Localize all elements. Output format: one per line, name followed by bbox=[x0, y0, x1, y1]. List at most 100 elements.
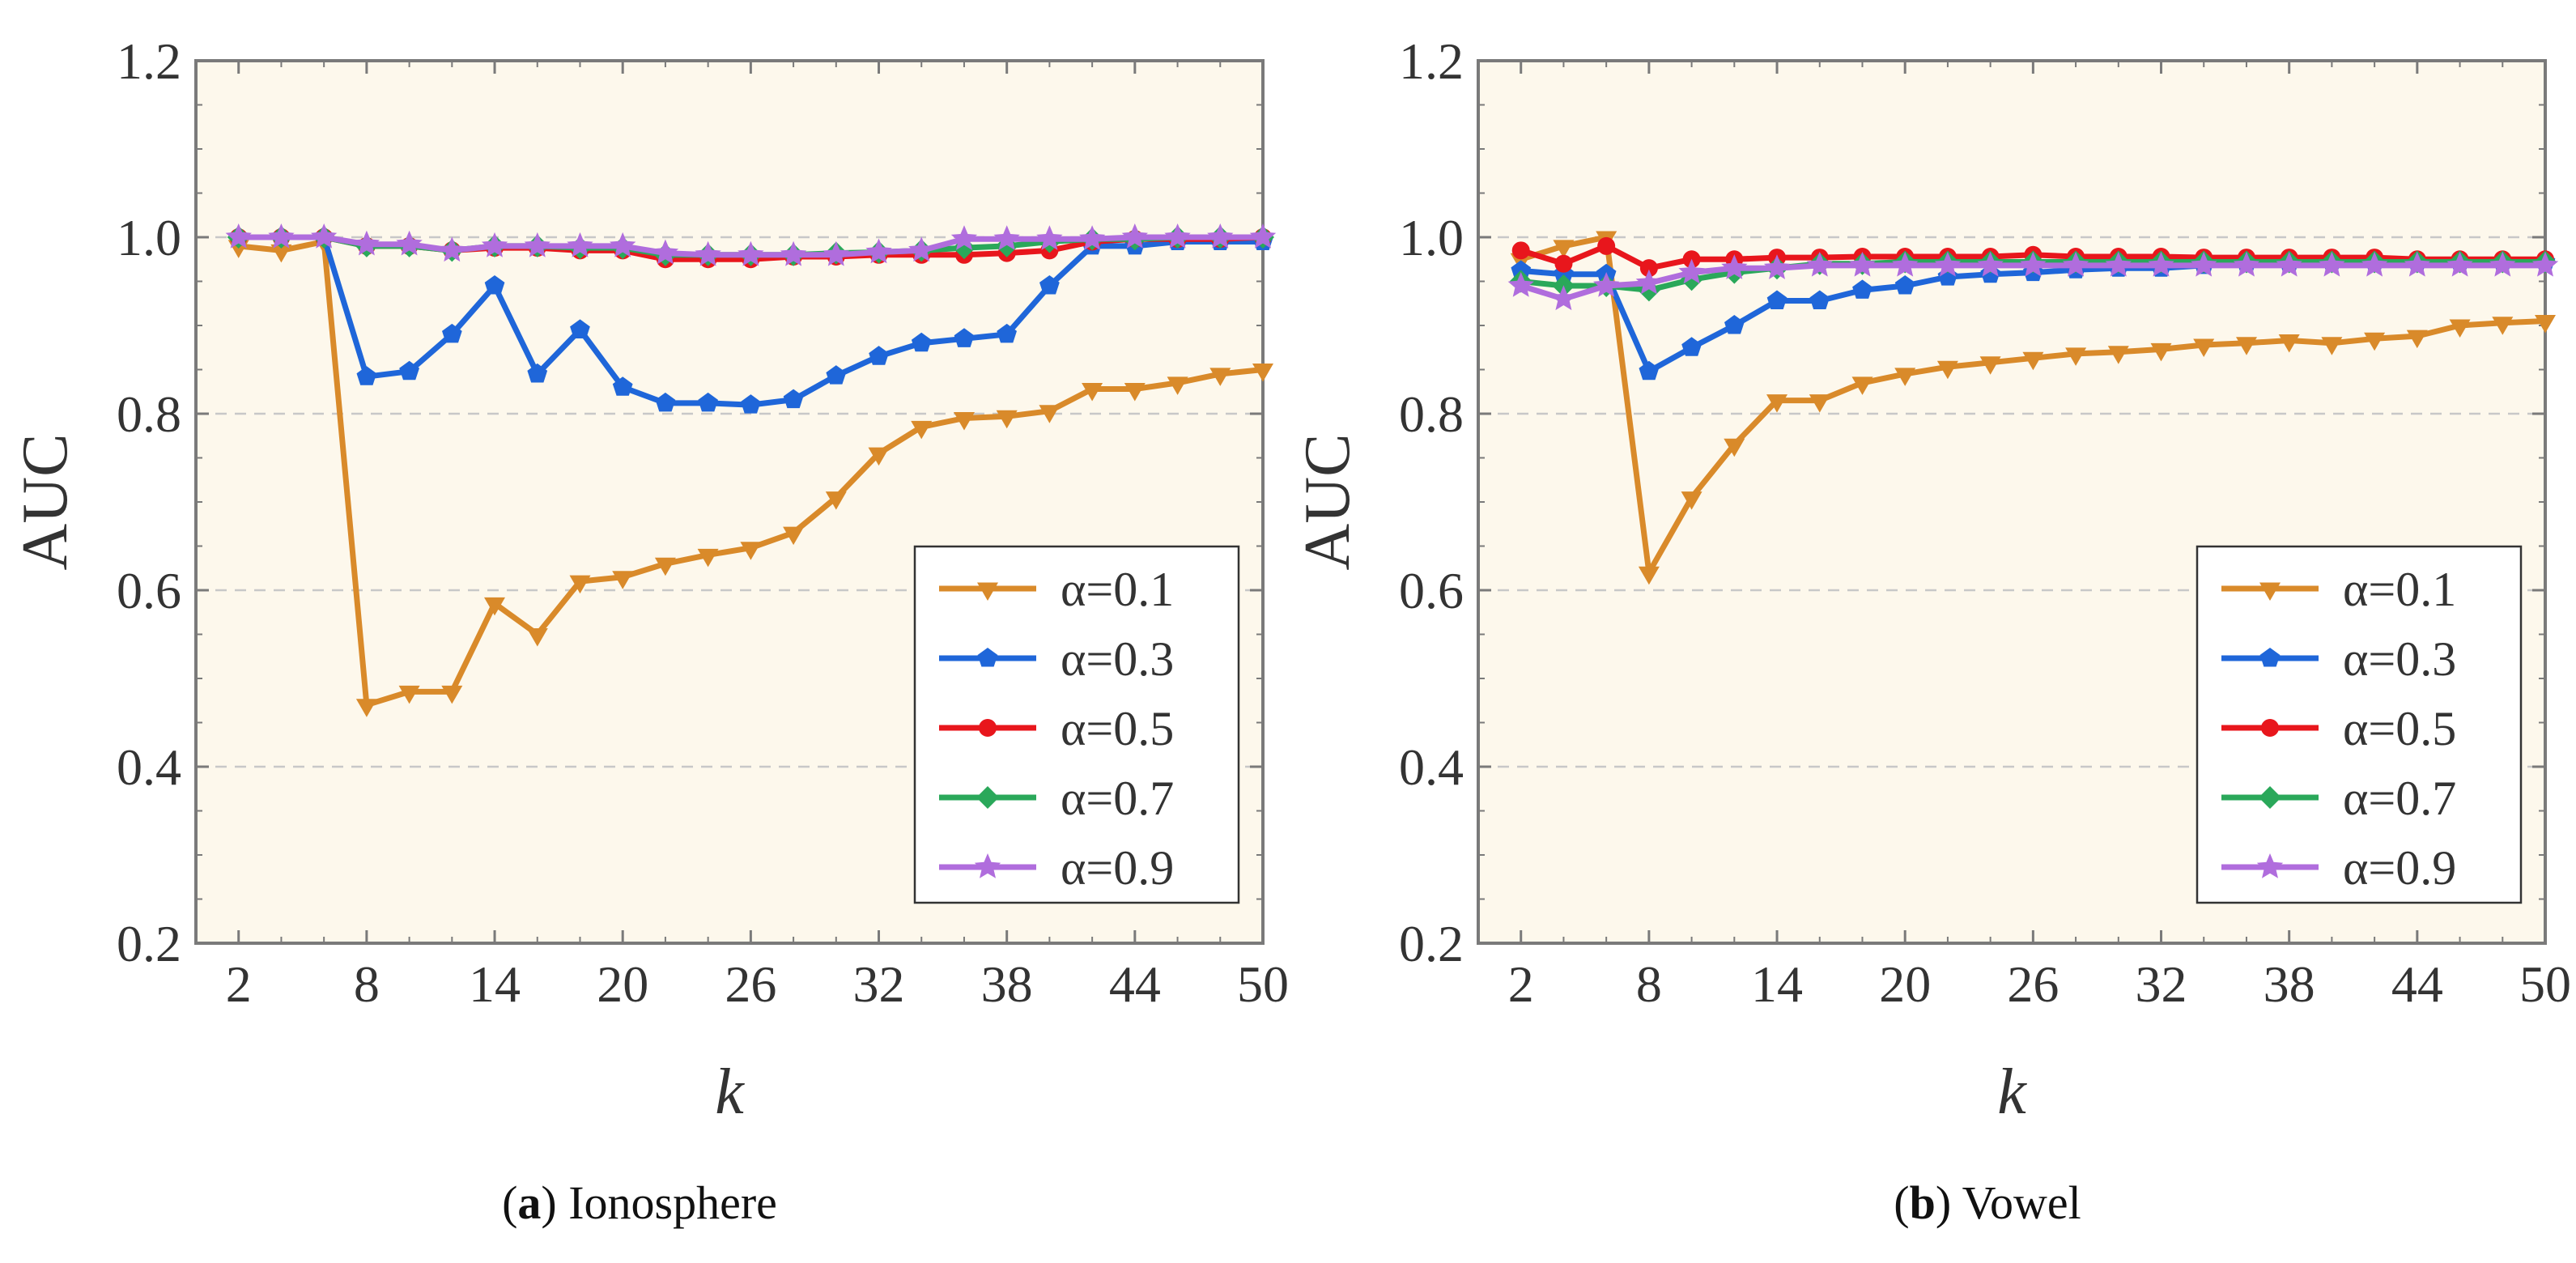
data-point bbox=[225, 223, 252, 249]
legend-swatch-marker bbox=[2259, 786, 2281, 809]
caption-b: (b) Vowel bbox=[1894, 1176, 2081, 1229]
legend-box bbox=[913, 545, 1240, 904]
x-tick-label: 32 bbox=[853, 955, 905, 1013]
data-point bbox=[954, 412, 975, 431]
data-point bbox=[1766, 290, 1787, 309]
data-point bbox=[1164, 223, 1191, 249]
data-point bbox=[526, 628, 548, 647]
x-tick-label: 20 bbox=[1879, 955, 1931, 1013]
x-tick-label: 20 bbox=[597, 955, 648, 1013]
data-point bbox=[1249, 223, 1277, 249]
data-point bbox=[1894, 275, 1915, 295]
data-point bbox=[353, 230, 380, 256]
data-point bbox=[2148, 251, 2174, 277]
x-tick-label: 14 bbox=[469, 955, 521, 1013]
data-point bbox=[869, 346, 889, 365]
data-point bbox=[825, 491, 847, 510]
data-point bbox=[2020, 251, 2047, 277]
data-point bbox=[1766, 394, 1787, 413]
data-point bbox=[570, 319, 590, 338]
data-point bbox=[2364, 332, 2386, 351]
legend-item: α=0.3 bbox=[2221, 632, 2456, 686]
data-point bbox=[2321, 337, 2343, 355]
data-point bbox=[1553, 240, 1575, 258]
x-tick-label: 50 bbox=[1237, 955, 1289, 1013]
caption-text: ) Vowel bbox=[1936, 1176, 2081, 1229]
data-point bbox=[442, 323, 462, 343]
y-tick-label: 0.8 bbox=[117, 385, 181, 443]
legend-item: α=0.7 bbox=[939, 772, 1174, 825]
data-point bbox=[908, 236, 935, 262]
data-point bbox=[1849, 251, 1876, 277]
x-tick-label: 26 bbox=[725, 955, 776, 1013]
legend-item: α=0.5 bbox=[2221, 702, 2456, 755]
legend-label: α=0.3 bbox=[1061, 632, 1174, 686]
data-point bbox=[993, 225, 1020, 250]
x-tick-label: 44 bbox=[2391, 955, 2443, 1013]
data-point bbox=[356, 366, 377, 385]
legend-swatch-marker bbox=[974, 853, 1001, 878]
data-point bbox=[740, 542, 762, 560]
legend-swatch-marker bbox=[2261, 719, 2279, 737]
x-tick-label: 38 bbox=[981, 955, 1033, 1013]
data-point bbox=[2361, 251, 2388, 277]
y-tick-label: 0.4 bbox=[1399, 738, 1464, 796]
data-point bbox=[1039, 405, 1061, 423]
data-point bbox=[865, 238, 892, 264]
data-point bbox=[2022, 351, 2044, 371]
y-axis-title: AUC bbox=[10, 434, 81, 571]
data-point bbox=[1554, 254, 1573, 273]
data-point bbox=[1809, 394, 1830, 413]
data-point bbox=[868, 447, 890, 466]
legend-label: α=0.5 bbox=[2343, 702, 2456, 755]
data-point bbox=[1763, 254, 1791, 279]
data-point bbox=[524, 232, 550, 257]
x-tick-label: 8 bbox=[354, 955, 380, 1013]
data-point bbox=[1724, 315, 1745, 334]
data-point bbox=[1252, 364, 1273, 382]
legend-label: α=0.7 bbox=[2343, 772, 2456, 825]
y-tick-label: 1.0 bbox=[117, 209, 181, 266]
data-point bbox=[1167, 376, 1188, 395]
data-point bbox=[652, 239, 679, 265]
data-point bbox=[2191, 251, 2217, 277]
data-point bbox=[270, 244, 292, 263]
data-point bbox=[1681, 491, 1702, 510]
data-point bbox=[1639, 259, 1658, 278]
data-point bbox=[1511, 260, 1532, 279]
x-tick-label: 14 bbox=[1751, 955, 1803, 1013]
data-point bbox=[1209, 368, 1231, 386]
data-point bbox=[396, 230, 423, 256]
data-point bbox=[2531, 251, 2559, 277]
data-point bbox=[1635, 269, 1662, 295]
legend-label: α=0.3 bbox=[2343, 632, 2456, 686]
data-point bbox=[398, 685, 420, 704]
legend-swatch-marker bbox=[2256, 853, 2284, 878]
data-point bbox=[2276, 251, 2302, 277]
data-point bbox=[1082, 383, 1103, 402]
data-point bbox=[1852, 279, 1872, 299]
data-point bbox=[1724, 438, 1745, 457]
caption-a: (a) Ionosphere bbox=[502, 1176, 777, 1229]
data-point bbox=[1809, 290, 1830, 309]
data-point bbox=[2404, 251, 2430, 277]
legend-box bbox=[2196, 545, 2523, 904]
data-point bbox=[1121, 223, 1148, 249]
data-point bbox=[481, 232, 508, 257]
x-tick-label: 26 bbox=[2007, 955, 2059, 1013]
data-point bbox=[567, 232, 593, 257]
data-point bbox=[484, 275, 505, 295]
data-point bbox=[1936, 360, 1958, 380]
data-point bbox=[654, 557, 676, 576]
data-point bbox=[1124, 383, 1146, 402]
data-point bbox=[1638, 566, 1660, 585]
legend-item: α=0.9 bbox=[939, 841, 1174, 895]
caption-letter: a bbox=[517, 1176, 541, 1229]
data-point bbox=[2489, 251, 2516, 277]
legend-swatch-marker bbox=[2259, 582, 2281, 601]
data-point bbox=[441, 685, 463, 704]
x-tick-label: 38 bbox=[2264, 955, 2315, 1013]
series-5 bbox=[1507, 251, 2559, 311]
chart-panel-a: 2 8 14 20 26 32 38 44 50 0.2 0.4 0.6 0.8 1.0 1.2 AUC k α=… bbox=[10, 32, 1289, 1128]
